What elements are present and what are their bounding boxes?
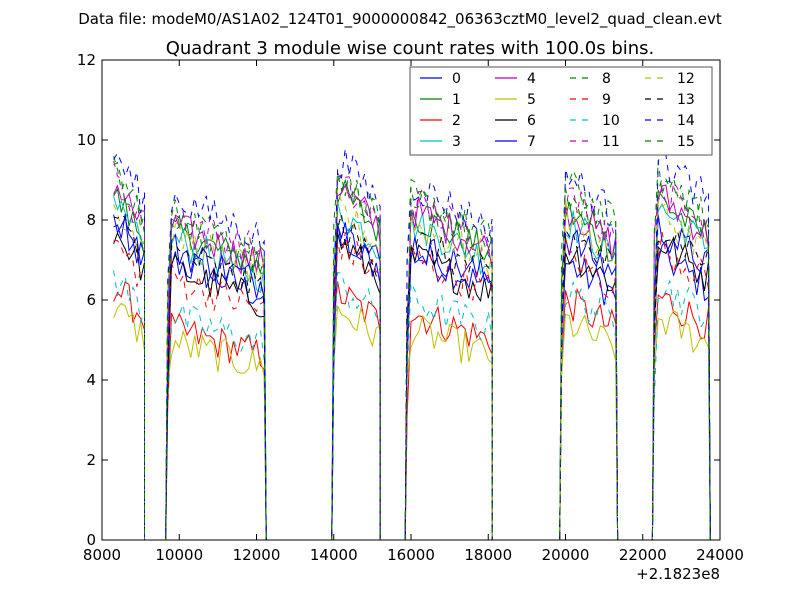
x-tick-label: 10000 (155, 546, 203, 564)
legend-label-10: 10 (602, 113, 620, 129)
x-tick-label: 18000 (464, 546, 512, 564)
x-tick-label: 20000 (542, 546, 590, 564)
legend-label-12: 12 (677, 71, 695, 87)
y-tick-label: 8 (86, 211, 96, 229)
legend-label-0: 0 (452, 71, 461, 87)
series-line-3 (113, 196, 711, 541)
legend-label-15: 15 (677, 134, 695, 150)
y-tick-label: 2 (86, 451, 96, 469)
series-line-8 (113, 156, 711, 541)
series-line-2 (113, 280, 711, 541)
legend-label-8: 8 (602, 71, 611, 87)
chart-title: Quadrant 3 module wise count rates with … (166, 38, 655, 59)
plot-area: 8000 10000 12000 14000 16000 18000 20000 22000 2… (77, 51, 744, 564)
legend-label-4: 4 (527, 71, 536, 87)
legend-label-3: 3 (452, 134, 461, 150)
series-line-6 (113, 231, 711, 541)
legend-label-5: 5 (527, 92, 536, 108)
y-tick-label: 6 (86, 291, 96, 309)
legend-label-9: 9 (602, 92, 611, 108)
x-tick-label: 24000 (696, 546, 744, 564)
series-layer (113, 141, 711, 541)
x-tick-label: 12000 (233, 546, 281, 564)
series-line-14 (113, 141, 711, 541)
series-line-13 (113, 213, 711, 541)
x-tick-label: 8000 (83, 546, 121, 564)
series-line-15 (113, 161, 711, 541)
series-line-7 (113, 213, 711, 541)
legend-label-2: 2 (452, 113, 461, 129)
x-tick-label: 22000 (619, 546, 667, 564)
series-line-4 (113, 183, 711, 541)
legend-label-14: 14 (677, 113, 695, 129)
series-line-10 (113, 270, 711, 541)
legend-box (409, 66, 713, 156)
axes-layer: 8000 10000 12000 14000 16000 18000 20000 22000 2… (77, 51, 744, 564)
series-line-0 (113, 214, 711, 541)
y-tick-label: 0 (86, 531, 96, 549)
y-tick-label: 10 (77, 131, 96, 149)
x-tick-label: 14000 (310, 546, 358, 564)
y-tick-label: 4 (86, 371, 96, 389)
series-line-9 (113, 232, 711, 541)
y-tick-label: 12 (77, 51, 96, 69)
legend-label-1: 1 (452, 92, 461, 108)
suptitle: Data file: modeM0/AS1A02_124T01_90000008… (78, 10, 722, 29)
x-tick-label: 16000 (387, 546, 435, 564)
series-line-11 (113, 160, 711, 541)
legend-label-13: 13 (677, 92, 695, 108)
legend-label-11: 11 (602, 134, 620, 150)
legend-label-6: 6 (527, 113, 536, 129)
series-line-5 (113, 302, 711, 541)
x-offset-label: +2.1823e8 (636, 565, 720, 583)
legend-label-7: 7 (527, 134, 536, 150)
